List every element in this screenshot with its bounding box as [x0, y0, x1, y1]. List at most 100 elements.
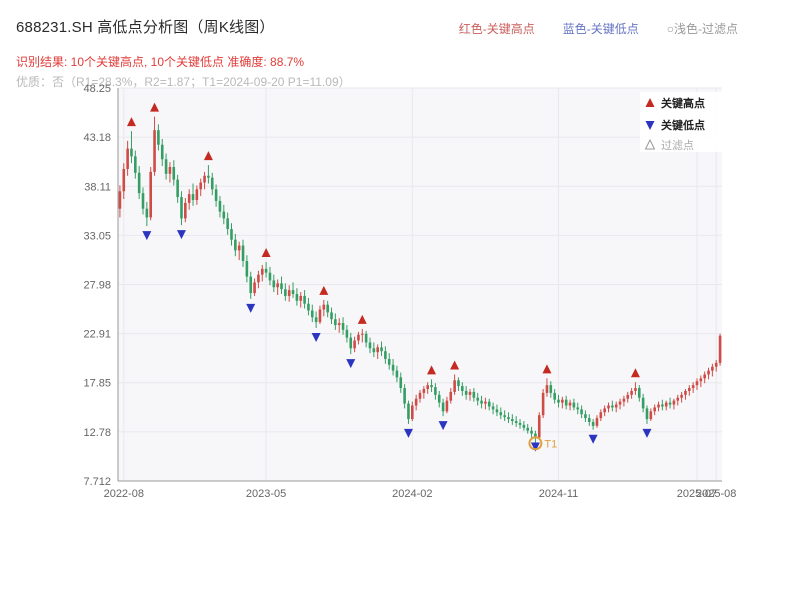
candle: [357, 331, 360, 345]
candle: [291, 282, 295, 298]
candle: [145, 201, 149, 227]
candle: [310, 304, 314, 323]
candle: [522, 421, 526, 431]
x-tick-label: 2024-11: [539, 488, 579, 500]
candle: [603, 405, 606, 417]
candle: [541, 389, 545, 419]
candle: [676, 394, 680, 406]
top-legend-key-high-label: 红色-关键高点: [458, 22, 535, 36]
candle: [499, 407, 503, 420]
x-tick-label: 2024-02: [392, 488, 432, 500]
key-low-marker: [588, 434, 598, 444]
legend-filtered-label: 过滤点: [661, 139, 694, 152]
candle: [360, 328, 364, 343]
candle: [630, 388, 633, 399]
candle: [591, 419, 595, 430]
top-legend-key-low-label: 蓝色-关键低点: [562, 22, 639, 36]
candle: [364, 330, 368, 348]
key-high-marker: [150, 102, 160, 112]
key-high-markers: [126, 102, 640, 378]
candle: [395, 365, 399, 383]
recognition-result-text: 识别结果: 10个关键高点, 10个关键低点 准确度: 88.7%: [16, 55, 305, 69]
y-tick-label: 12.78: [83, 427, 111, 439]
candle: [634, 382, 637, 395]
candle: [511, 414, 514, 425]
candle: [426, 382, 429, 394]
candle: [422, 386, 426, 399]
key-low-marker: [642, 428, 652, 438]
candle: [472, 388, 476, 402]
candle: [564, 395, 568, 410]
candle: [664, 400, 668, 411]
candle: [468, 389, 472, 401]
key-high-marker: [542, 364, 552, 374]
candle: [507, 412, 510, 423]
candle: [449, 388, 453, 404]
x-axis-labels: 2022-08 2023-05 2024-02 2024-11 2025-072025-…: [104, 488, 737, 500]
candle: [226, 212, 229, 235]
candle: [168, 162, 172, 183]
candle: [126, 140, 129, 176]
candle: [411, 401, 414, 422]
candle: [480, 395, 483, 409]
candle: [572, 398, 576, 411]
candle: [303, 290, 306, 309]
candle: [195, 185, 199, 205]
candle: [595, 415, 599, 428]
key-low-marker: [530, 442, 540, 452]
candle: [699, 375, 703, 388]
candle: [245, 255, 249, 283]
candle: [376, 344, 379, 359]
candle: [530, 426, 533, 438]
key-low-marker: [311, 332, 321, 342]
candle: [222, 204, 226, 225]
candle: [118, 185, 122, 218]
candle: [172, 160, 176, 186]
candle: [322, 299, 326, 317]
candle: [545, 378, 549, 397]
page-title: 688231.SH 高低点分析图（周K线图）: [16, 19, 275, 36]
candle: [457, 377, 460, 391]
legend-key-low-label: 关键低点: [661, 118, 705, 132]
candle: [299, 292, 303, 308]
x-tick-label: 2022-08: [104, 488, 144, 500]
candle: [587, 414, 591, 426]
candle: [445, 396, 449, 414]
y-tick-label: 7.712: [83, 476, 111, 488]
candle: [614, 401, 618, 413]
y-tick-label: 43.18: [83, 132, 111, 144]
candle: [645, 405, 649, 424]
candle: [626, 391, 630, 403]
candle: [691, 382, 695, 393]
y-tick-label: 33.05: [83, 230, 111, 242]
candle: [514, 416, 518, 427]
candle: [157, 124, 160, 151]
key-low-marker: [142, 231, 152, 241]
candle: [176, 174, 179, 203]
legend-triangle-up-icon: [645, 98, 655, 107]
candle: [353, 336, 356, 353]
candle: [349, 332, 353, 355]
candle: [503, 410, 506, 422]
candle: [184, 198, 187, 223]
key-low-markers: [142, 230, 652, 452]
candle: [214, 184, 218, 207]
candle: [437, 390, 441, 408]
candle: [295, 288, 299, 306]
key-high-marker: [427, 365, 437, 375]
candle: [257, 270, 260, 289]
y-tick-label: 27.98: [83, 280, 111, 292]
candle: [164, 153, 168, 180]
candle: [599, 409, 603, 422]
key-low-marker: [176, 230, 186, 240]
candle: [260, 264, 264, 282]
x-tick-label: 2025-07: [677, 488, 717, 500]
candle: [622, 395, 626, 407]
candle: [207, 165, 210, 184]
y-tick-label: 17.85: [83, 378, 111, 390]
candle: [122, 163, 126, 200]
candle: [272, 274, 276, 293]
candle: [461, 382, 464, 396]
key-high-marker: [319, 285, 329, 295]
key-high-marker: [126, 117, 136, 127]
